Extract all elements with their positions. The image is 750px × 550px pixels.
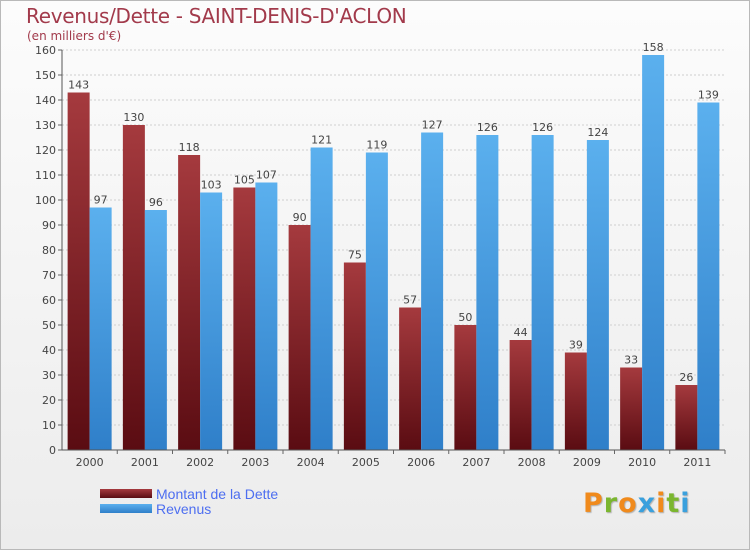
data-label-debt: 57 [403,294,417,307]
legend-swatch-debt [100,489,152,498]
bar-debt [509,340,532,450]
data-label-revenue: 158 [643,41,664,54]
x-tick-label: 2005 [352,456,380,469]
bar-debt [564,352,587,450]
data-label-revenue: 121 [311,134,332,147]
y-tick-label: 20 [42,394,56,407]
x-tick-label: 2004 [297,456,325,469]
data-label-debt: 130 [123,111,144,124]
data-label-debt: 118 [179,141,200,154]
bar-debt [454,325,477,450]
x-tick-label: 2007 [462,456,490,469]
y-tick-label: 60 [42,294,56,307]
chart-legend: Montant de la Dette Revenus [100,485,279,517]
data-label-revenue: 96 [149,196,163,209]
bar-debt [675,385,698,450]
brand-letter: i [680,488,691,519]
bar-revenue [200,192,223,450]
x-tick-label: 2002 [186,456,214,469]
chart-subtitle: (en milliers d'€) [27,29,122,43]
y-tick-label: 150 [35,69,56,82]
bar-debt [233,187,256,450]
data-label-revenue: 139 [698,89,719,102]
x-tick-label: 2006 [407,456,435,469]
bar-revenue [365,152,388,450]
y-tick-label: 120 [35,144,56,157]
x-tick-label: 2001 [131,456,159,469]
brand-letter: x [637,488,657,519]
bar-revenue [476,135,499,450]
y-tick-label: 10 [42,419,56,432]
legend-label-debt: Montant de la Dette [156,485,279,502]
bar-debt [288,225,311,450]
y-tick-label: 140 [35,94,56,107]
bar-debt [399,307,422,450]
y-tick-label: 40 [42,344,56,357]
data-label-revenue: 124 [587,126,608,139]
legend-label-revenue: Revenus [156,500,212,517]
y-tick-label: 90 [42,219,56,232]
data-label-revenue: 103 [201,179,222,192]
legend-item-revenue: Revenus [100,500,278,517]
data-label-debt: 75 [348,249,362,262]
bar-debt [122,125,145,450]
x-tick-label: 2003 [241,456,269,469]
bar-revenue [310,147,333,450]
bar-revenue [531,135,554,450]
legend-swatch-revenue [100,504,152,513]
data-label-debt: 39 [569,339,583,352]
data-label-debt: 50 [458,311,472,324]
bar-revenue [421,132,444,450]
x-tick-label: 2008 [518,456,546,469]
data-label-debt: 143 [68,79,89,92]
bar-revenue [697,102,720,450]
brand-letter: r [603,488,619,519]
data-label-debt: 33 [624,354,638,367]
y-tick-label: 50 [42,319,56,332]
data-label-revenue: 119 [366,139,387,152]
data-label-debt: 26 [679,371,693,384]
x-tick-label: 2000 [76,456,104,469]
bar-revenue [89,207,112,450]
y-tick-label: 110 [35,169,56,182]
data-label-revenue: 126 [532,121,553,134]
x-tick-label: 2011 [683,456,711,469]
legend-item-debt: Montant de la Dette [100,485,279,502]
brand-letter: t [666,488,681,519]
y-tick-label: 160 [35,44,56,57]
data-label-debt: 105 [234,174,255,187]
data-label-revenue: 126 [477,121,498,134]
bar-debt [343,262,366,450]
y-tick-label: 70 [42,269,56,282]
data-label-revenue: 127 [422,119,443,132]
x-tick-label: 2009 [573,456,601,469]
data-label-debt: 44 [514,326,528,339]
bar-debt [67,92,90,450]
x-tick-label: 2010 [628,456,656,469]
y-tick-label: 0 [49,444,56,457]
y-tick-label: 30 [42,369,56,382]
bar-revenue [144,210,167,450]
y-tick-label: 100 [35,194,56,207]
y-tick-label: 80 [42,244,56,257]
chart-title: Revenus/Dette - SAINT-DENIS-D'ACLON [26,4,407,28]
bar-revenue [255,182,278,450]
data-label-revenue: 107 [256,169,277,182]
brand-logo: Proxiti [583,488,691,519]
bar-revenue [586,140,609,450]
brand-letter: o [618,488,638,519]
y-tick-label: 130 [35,119,56,132]
bar-debt [178,155,201,450]
data-label-revenue: 97 [94,194,108,207]
brand-letter: i [656,488,667,519]
brand-letter: P [583,488,604,519]
bar-revenue [642,55,665,450]
bar-debt [620,367,643,450]
data-label-debt: 90 [293,211,307,224]
